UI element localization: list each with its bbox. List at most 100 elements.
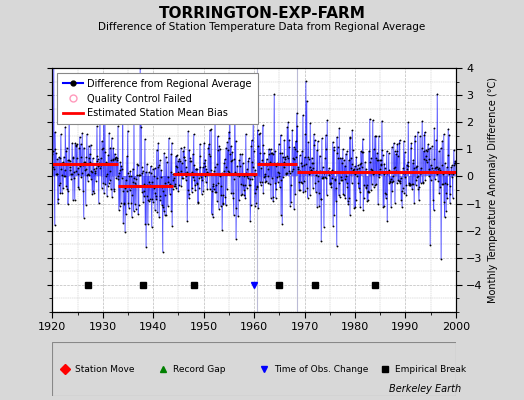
Point	[227, 143, 235, 149]
Point	[81, 167, 89, 174]
Point	[226, 151, 234, 157]
Text: Difference of Station Temperature Data from Regional Average: Difference of Station Temperature Data f…	[99, 22, 425, 32]
Point	[221, 194, 230, 200]
Point	[339, 146, 347, 152]
Point	[377, 162, 385, 168]
Point	[57, 131, 65, 138]
Point	[154, 208, 162, 215]
Point	[220, 168, 228, 174]
Point	[124, 200, 133, 206]
Point	[121, 184, 129, 191]
Point	[104, 183, 112, 189]
Text: Station Move: Station Move	[74, 364, 134, 374]
Point	[421, 157, 430, 164]
Point	[287, 168, 296, 174]
Point	[63, 186, 71, 192]
Point	[73, 141, 81, 148]
Point	[342, 173, 351, 179]
Point	[255, 131, 263, 137]
Point	[297, 179, 305, 185]
Point	[286, 169, 294, 176]
Point	[199, 187, 208, 194]
Point	[101, 116, 109, 123]
Point	[193, 180, 201, 186]
Point	[147, 170, 155, 176]
Point	[250, 190, 259, 196]
Point	[292, 154, 300, 160]
Point	[366, 159, 374, 166]
Point	[192, 181, 201, 187]
Point	[436, 145, 445, 151]
Point	[111, 155, 119, 162]
Point	[158, 249, 167, 255]
Point	[109, 145, 117, 152]
Point	[266, 146, 275, 152]
Point	[85, 151, 94, 157]
Point	[404, 163, 412, 170]
Point	[358, 149, 366, 156]
Point	[348, 127, 357, 133]
Point	[259, 150, 268, 156]
Point	[108, 156, 117, 162]
Point	[414, 173, 422, 179]
Point	[277, 132, 285, 138]
Point	[77, 154, 85, 160]
Point	[272, 186, 281, 192]
Point	[92, 177, 100, 184]
Text: Empirical Break: Empirical Break	[396, 364, 466, 374]
Point	[174, 182, 183, 188]
Point	[267, 150, 276, 156]
Point	[77, 174, 85, 180]
Point	[228, 190, 237, 196]
Point	[200, 173, 209, 179]
Point	[263, 162, 271, 168]
Point	[357, 164, 366, 170]
Point	[70, 175, 79, 181]
Point	[95, 162, 103, 168]
Point	[214, 180, 223, 186]
Point	[410, 200, 419, 206]
Point	[338, 160, 346, 166]
Point	[336, 155, 344, 161]
Point	[67, 176, 75, 182]
Point	[332, 242, 341, 249]
Point	[430, 125, 439, 132]
Point	[431, 176, 439, 182]
Point	[147, 163, 155, 170]
Point	[425, 172, 433, 179]
Point	[264, 173, 272, 179]
Point	[106, 168, 114, 174]
Point	[248, 159, 257, 165]
Point	[373, 156, 381, 163]
Point	[270, 180, 279, 186]
Point	[170, 183, 178, 190]
Point	[337, 155, 346, 161]
Point	[116, 159, 125, 166]
Point	[257, 182, 265, 188]
Point	[205, 151, 213, 158]
Point	[311, 180, 319, 186]
Point	[353, 166, 361, 172]
Point	[432, 171, 441, 178]
Point	[242, 170, 250, 176]
Point	[203, 186, 212, 193]
Point	[414, 186, 423, 192]
Point	[113, 156, 121, 163]
Point	[61, 173, 69, 180]
Point	[115, 169, 124, 176]
Point	[397, 196, 406, 203]
Point	[143, 160, 151, 167]
Point	[321, 155, 330, 162]
Point	[191, 182, 199, 188]
Point	[189, 151, 197, 157]
Point	[405, 180, 413, 186]
Point	[56, 190, 64, 196]
Point	[313, 147, 321, 153]
Point	[49, 64, 58, 70]
Point	[368, 167, 376, 173]
Point	[151, 190, 160, 196]
Point	[347, 180, 356, 187]
Point	[68, 140, 77, 146]
Point	[126, 173, 135, 180]
Point	[317, 237, 325, 244]
